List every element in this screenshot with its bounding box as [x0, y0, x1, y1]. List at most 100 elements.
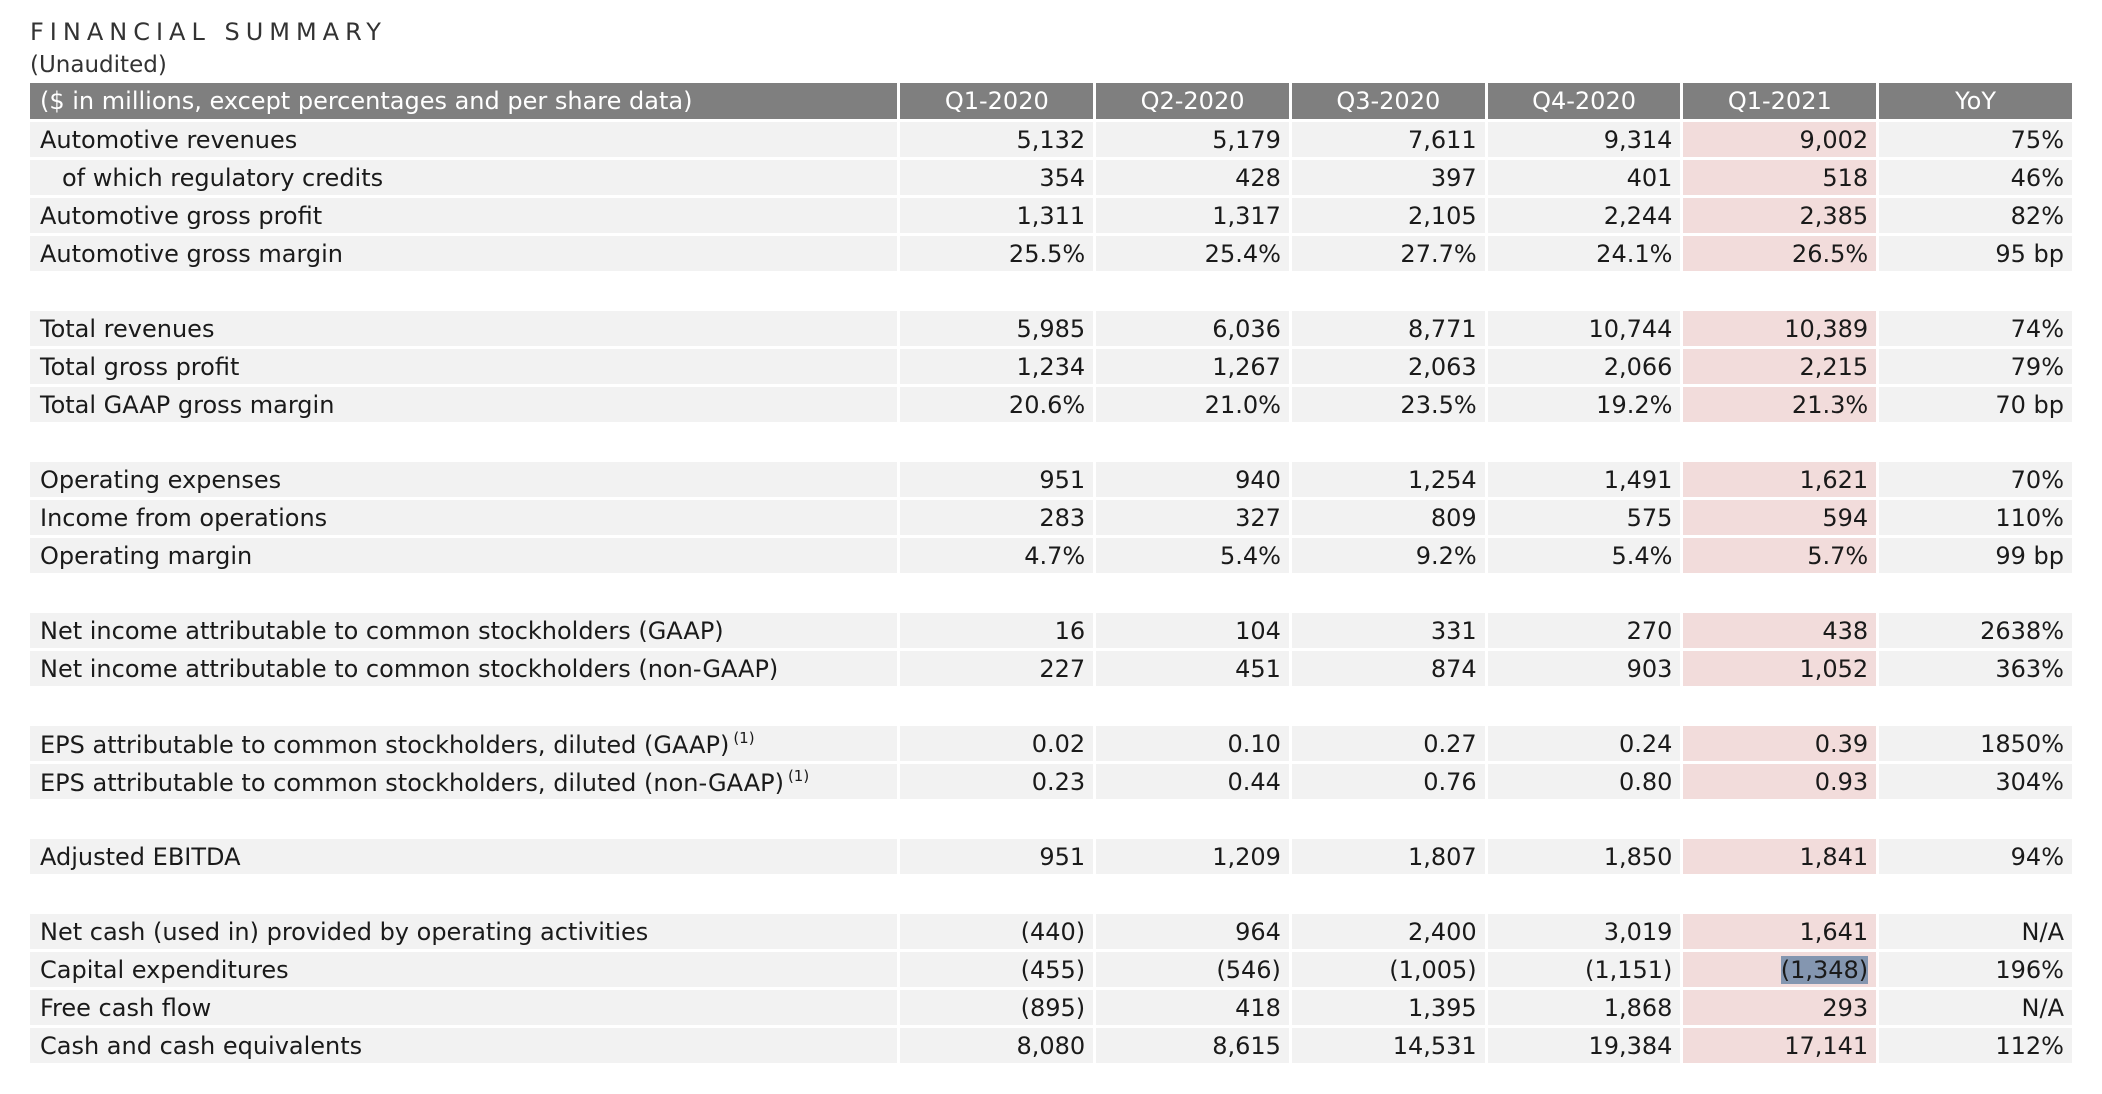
row-label: Income from operations	[30, 500, 898, 535]
table-row-cash-and-cash-equivalents: Cash and cash equivalents 8,080 8,615 14,53…	[30, 1028, 2072, 1063]
table-row-automotive-revenues: Automotive revenues 5,132 5,179 7,611 9,314 9…	[30, 122, 2072, 157]
cell-yoy: 95 bp	[1879, 236, 2072, 271]
cell-q3-2020: 1,254	[1291, 462, 1485, 497]
cell-q4-2020: 0.80	[1487, 764, 1681, 799]
row-label: EPS attributable to common stockholders,…	[30, 726, 898, 761]
table-row-automotive-gross-margin: Automotive gross margin 25.5% 25.4% 27.7% 24…	[30, 236, 2072, 271]
group-spacer	[30, 576, 2072, 610]
cell-q2-2020: 0.10	[1096, 726, 1289, 761]
cell-q1-2020: 1,311	[900, 198, 1094, 233]
header-q1-2021: Q1-2021	[1683, 83, 1877, 119]
cell-value: 8,771	[1407, 314, 1477, 343]
cell-value: 20.6%	[1008, 390, 1086, 419]
cell-value: 397	[1430, 163, 1477, 192]
cell-value: 25.4%	[1204, 239, 1281, 268]
cell-value: (1,005)	[1389, 955, 1477, 984]
table-row-capital-expenditures: Capital expenditures (455) (546) (1,005) (1,…	[30, 952, 2072, 987]
cell-value: 10,389	[1784, 314, 1869, 343]
row-label: Free cash flow	[30, 990, 898, 1025]
cell-value: 0.39	[1814, 729, 1869, 758]
cell-value: 1,052	[1799, 654, 1869, 683]
cell-q1-2020: 4.7%	[900, 538, 1094, 573]
cell-value: 0.27	[1423, 729, 1477, 758]
cell-q4-2020: 5.4%	[1487, 538, 1681, 573]
cell-q1-2021: 2,385	[1683, 198, 1877, 233]
cell-value: 24.1%	[1596, 239, 1673, 268]
row-label-text: Capital expenditures	[40, 955, 289, 984]
cell-value: 331	[1430, 616, 1477, 645]
cell-yoy: 70%	[1879, 462, 2072, 497]
cell-value: 0.23	[1031, 767, 1086, 796]
cell-value: 1,641	[1799, 917, 1869, 946]
row-label: Operating margin	[30, 538, 898, 573]
cell-value: 809	[1430, 503, 1477, 532]
cell-value: 1,254	[1407, 465, 1477, 494]
cell-value: 7,611	[1407, 125, 1477, 154]
cell-value: 1,317	[1212, 201, 1281, 230]
cell-q1-2020: 951	[900, 839, 1094, 874]
cell-value: 95 bp	[1995, 239, 2064, 268]
cell-q4-2020: 1,491	[1487, 462, 1681, 497]
cell-value: 9,002	[1799, 125, 1869, 154]
cell-q3-2020: (1,005)	[1291, 952, 1485, 987]
row-label-text: Free cash flow	[40, 993, 212, 1022]
cell-q1-2021: 17,141	[1683, 1028, 1877, 1063]
cell-q1-2020: 283	[900, 500, 1094, 535]
cell-value: 2,063	[1407, 352, 1477, 381]
header-q1-2020: Q1-2020	[900, 83, 1094, 119]
cell-value: 940	[1235, 465, 1281, 494]
cell-value: (895)	[1020, 993, 1086, 1022]
cell-q2-2020: 6,036	[1096, 311, 1289, 346]
cell-q1-2021: 594	[1683, 500, 1877, 535]
cell-q1-2020: 0.02	[900, 726, 1094, 761]
cell-value: 903	[1626, 654, 1673, 683]
cell-q3-2020: 331	[1291, 613, 1485, 648]
row-label: Operating expenses	[30, 462, 898, 497]
cell-value: (440)	[1020, 917, 1086, 946]
cell-q2-2020: 451	[1096, 651, 1289, 686]
cell-q2-2020: 0.44	[1096, 764, 1289, 799]
cell-value: 104	[1235, 616, 1281, 645]
cell-value: 363%	[1995, 654, 2064, 683]
cell-value: 0.80	[1618, 767, 1673, 796]
row-label-text: Total revenues	[40, 314, 215, 343]
cell-q3-2020: 397	[1291, 160, 1485, 195]
row-label: Adjusted EBITDA	[30, 839, 898, 874]
financial-summary-page: FINANCIAL SUMMARY (Unaudited) ($ in mill…	[30, 14, 2072, 1066]
group-spacer	[30, 802, 2072, 836]
cell-q1-2021: 9,002	[1683, 122, 1877, 157]
cell-q3-2020: 9.2%	[1291, 538, 1485, 573]
row-label-text: EPS attributable to common stockholders,…	[40, 768, 784, 797]
cell-value: 951	[1039, 465, 1086, 494]
cell-value: 0.10	[1227, 729, 1281, 758]
cell-value: 0.44	[1227, 767, 1281, 796]
cell-value: 428	[1235, 163, 1281, 192]
cell-value: 1,491	[1603, 465, 1673, 494]
cell-q4-2020: 9,314	[1487, 122, 1681, 157]
row-label: Total revenues	[30, 311, 898, 346]
cell-q4-2020: 2,066	[1487, 349, 1681, 384]
cell-value: N/A	[2021, 917, 2064, 946]
cell-q2-2020: 25.4%	[1096, 236, 1289, 271]
cell-q1-2020: 25.5%	[900, 236, 1094, 271]
spacer-cell	[30, 425, 2072, 459]
cell-yoy: 99 bp	[1879, 538, 2072, 573]
cell-q2-2020: 5.4%	[1096, 538, 1289, 573]
cell-yoy: 110%	[1879, 500, 2072, 535]
cell-q4-2020: 270	[1487, 613, 1681, 648]
cell-yoy: 46%	[1879, 160, 2072, 195]
cell-q2-2020: 8,615	[1096, 1028, 1289, 1063]
cell-q1-2021: 1,052	[1683, 651, 1877, 686]
table-row-net-income-attributable-to-common-stockholders-gaap: Net income attributable to common stockh…	[30, 613, 2072, 648]
cell-q2-2020: 1,267	[1096, 349, 1289, 384]
cell-value: 2,105	[1407, 201, 1477, 230]
cell-q2-2020: 1,209	[1096, 839, 1289, 874]
cell-value: 1,267	[1212, 352, 1281, 381]
cell-q2-2020: 104	[1096, 613, 1289, 648]
cell-q2-2020: 964	[1096, 914, 1289, 949]
cell-q3-2020: 809	[1291, 500, 1485, 535]
cell-value: 10,744	[1588, 314, 1673, 343]
cell-value: 5,132	[1016, 125, 1086, 154]
cell-yoy: 94%	[1879, 839, 2072, 874]
table-row-eps-attributable-to-common-stockholders-diluted-gaap: EPS attributable to common stockholders,…	[30, 726, 2072, 761]
